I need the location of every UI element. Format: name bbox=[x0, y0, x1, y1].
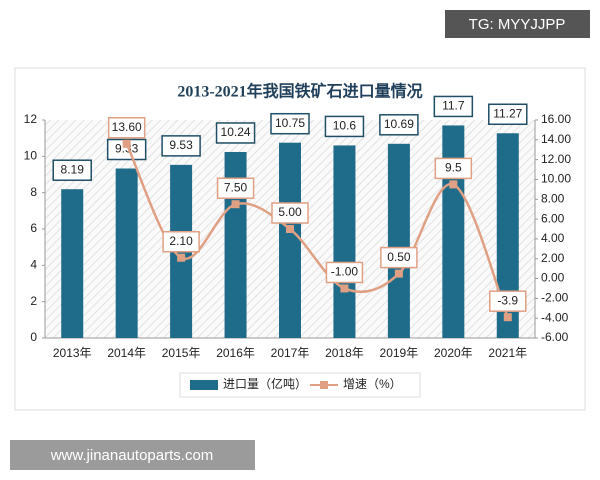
y-tick-label: 0 bbox=[30, 330, 37, 344]
x-tick-label: 2020年 bbox=[434, 346, 473, 360]
data-label-box bbox=[434, 157, 473, 180]
data-label-box bbox=[488, 103, 528, 126]
data-label-box bbox=[161, 135, 201, 157]
data-label-box bbox=[216, 177, 255, 199]
data-label-box bbox=[107, 117, 146, 139]
y2-tick-label: 14.00 bbox=[541, 132, 571, 146]
legend-frame bbox=[179, 372, 421, 398]
data-label: 10.6 bbox=[333, 119, 357, 133]
watermark-box bbox=[445, 10, 590, 38]
bar bbox=[442, 125, 465, 338]
data-label: 9.33 bbox=[115, 142, 139, 156]
data-label: 11.27 bbox=[493, 106, 522, 120]
bar bbox=[279, 142, 301, 338]
line-marker bbox=[340, 284, 349, 293]
data-label: -1.00 bbox=[331, 265, 359, 279]
y2-tick-label: 2.00 bbox=[541, 251, 565, 265]
data-label-box bbox=[215, 122, 256, 144]
data-label-box bbox=[162, 230, 200, 253]
line-marker bbox=[177, 253, 186, 262]
data-label-box bbox=[325, 261, 364, 284]
data-label: 5.00 bbox=[278, 205, 302, 219]
data-label: 10.75 bbox=[275, 116, 305, 130]
data-label: 10.69 bbox=[384, 117, 414, 131]
data-label: 9.5 bbox=[445, 161, 462, 175]
data-label-box bbox=[489, 290, 527, 312]
data-label: 7.50 bbox=[224, 180, 248, 194]
watermark: www.jinanautoparts.com bbox=[50, 447, 214, 464]
line-marker bbox=[286, 225, 294, 233]
y-tick-label: 10 bbox=[24, 149, 38, 163]
y-tick-label: 2 bbox=[30, 294, 37, 308]
bar bbox=[496, 133, 519, 338]
data-label-box bbox=[433, 95, 474, 118]
line-marker bbox=[122, 139, 131, 148]
y-tick-label: 8 bbox=[30, 185, 37, 199]
data-label-box bbox=[270, 112, 310, 135]
y-tick-label: 12 bbox=[24, 112, 38, 126]
y2-tick-label: -2.00 bbox=[541, 291, 569, 305]
bar bbox=[387, 143, 410, 338]
y2-tick-label: -6.00 bbox=[541, 330, 569, 344]
chart-title: 2013-2021年我国铁矿石进口量情况 bbox=[177, 82, 422, 101]
bar bbox=[61, 189, 84, 338]
data-label: 10.24 bbox=[221, 125, 251, 139]
x-tick-label: 2015年 bbox=[162, 346, 201, 360]
line-marker bbox=[449, 180, 458, 189]
y2-tick-label: 12.00 bbox=[541, 152, 571, 166]
line-marker bbox=[503, 313, 512, 322]
y2-tick-label: 8.00 bbox=[541, 191, 565, 205]
data-label: 2.10 bbox=[169, 234, 193, 248]
y2-tick-label: 16.00 bbox=[541, 112, 571, 126]
data-label: 0.50 bbox=[387, 250, 411, 264]
y2-tick-label: -4.00 bbox=[541, 310, 569, 324]
bar bbox=[115, 168, 138, 338]
data-label-box bbox=[52, 159, 92, 181]
data-label-box bbox=[379, 114, 419, 136]
x-tick-label: 2018年 bbox=[325, 346, 364, 360]
data-label-box bbox=[324, 115, 365, 138]
y2-tick-label: 10.00 bbox=[541, 172, 571, 186]
x-tick-label: 2017年 bbox=[271, 346, 310, 360]
y2-tick-label: 6.00 bbox=[541, 211, 565, 225]
x-tick-label: 2019年 bbox=[380, 346, 419, 360]
x-tick-label: 2013年 bbox=[53, 346, 92, 360]
data-label-box bbox=[271, 202, 309, 224]
x-tick-label: 2016年 bbox=[216, 346, 255, 360]
legend-label: 增速（%） bbox=[343, 377, 402, 391]
y2-tick-label: 4.00 bbox=[541, 231, 565, 245]
x-tick-label: 2021年 bbox=[488, 346, 527, 360]
data-label-box bbox=[106, 138, 147, 161]
line-marker bbox=[394, 269, 403, 278]
data-label: 11.7 bbox=[442, 99, 465, 113]
legend-swatch bbox=[190, 380, 218, 390]
bar bbox=[333, 145, 356, 338]
watermark: TG: MYYJJPP bbox=[469, 16, 566, 33]
legend-swatch bbox=[320, 381, 328, 389]
data-label: 9.53 bbox=[169, 138, 193, 152]
y-tick-label: 6 bbox=[30, 221, 37, 235]
watermark-box bbox=[10, 440, 255, 470]
data-label: -3.9 bbox=[497, 293, 518, 307]
legend-label: 进口量（亿吨） bbox=[223, 376, 307, 391]
data-label-box bbox=[380, 246, 418, 269]
data-label: 8.19 bbox=[61, 162, 85, 176]
line-marker bbox=[231, 200, 240, 209]
data-label: 13.60 bbox=[112, 120, 142, 134]
x-tick-label: 2014年 bbox=[107, 346, 146, 360]
y-tick-label: 4 bbox=[30, 258, 37, 272]
y2-tick-label: 0.00 bbox=[541, 271, 565, 285]
